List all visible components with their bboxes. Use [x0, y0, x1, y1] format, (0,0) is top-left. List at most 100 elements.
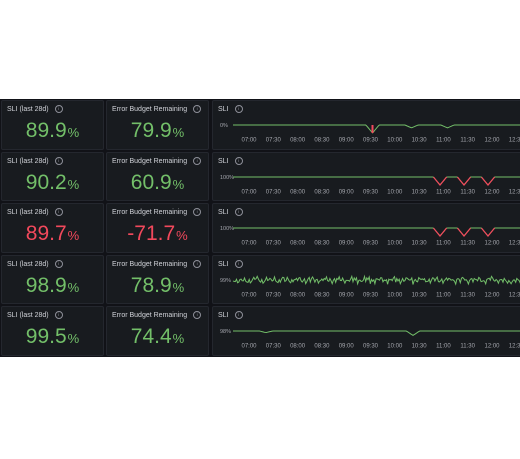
panel-title: SLI i [218, 208, 243, 217]
sli-stat-panel[interactable]: SLI (last 28d) i 89.9% [1, 100, 104, 150]
sli-series-line [232, 274, 520, 286]
stat-unit: % [67, 176, 80, 192]
stat-unit: % [172, 176, 185, 192]
x-tick-label: 12:00 [484, 189, 500, 195]
sli-timeseries-panel[interactable]: SLI i 99% 07:00 07:30 08:00 08:30 09:00 09:30 10:… [212, 254, 520, 305]
stat-number: -71.7 [127, 222, 176, 246]
x-tick-label: 11:30 [460, 344, 475, 350]
sli-timeseries-panel[interactable]: SLI i 100% 07:00 07:30 08:00 08:30 09:00 09:30 10… [212, 151, 520, 202]
panel-title-text: SLI (last 28d) [7, 209, 49, 217]
stat-number: 89.7 [25, 222, 67, 246]
x-tick-label: 10:00 [387, 344, 403, 350]
info-icon[interactable]: i [54, 156, 63, 165]
x-tick-label: 11:30 [460, 292, 475, 298]
x-tick-label: 11:00 [436, 344, 451, 350]
sli-series-line [233, 227, 520, 237]
budget-value: -71.7% [107, 221, 208, 249]
panel-title-text: Error Budget Remaining [112, 209, 188, 217]
x-tick-label: 12:00 [484, 292, 500, 298]
x-tick-label: 09:00 [339, 138, 355, 144]
slo-dashboard: SLI (last 28d) i 89.9% Error Budget Remaini… [0, 99, 520, 357]
sli-timeseries-panel[interactable]: SLI i 0% 07:00 07:30 08:00 08:30 09:00 09:30 10:0… [212, 100, 520, 150]
x-tick-label: 10:30 [412, 292, 428, 298]
info-icon[interactable]: i [234, 105, 243, 113]
sli-stat-panel[interactable]: SLI (last 28d) i 90.2% [1, 151, 104, 202]
x-tick-label: 08:30 [314, 189, 330, 195]
info-icon[interactable]: i [193, 105, 202, 113]
panel-title-text: SLI [218, 260, 229, 268]
info-icon[interactable]: i [193, 156, 202, 165]
x-tick-label: 09:00 [339, 241, 355, 247]
info-icon[interactable]: i [193, 208, 202, 217]
info-icon[interactable]: i [234, 311, 243, 320]
panel-title-text: SLI [218, 312, 229, 320]
info-icon[interactable]: i [234, 156, 243, 165]
panel-title-text: SLI (last 28d) [7, 312, 49, 320]
sli-stat-panel[interactable]: SLI (last 28d) i 98.9% [1, 254, 104, 305]
error-dip [456, 227, 472, 238]
x-tick-label: 12:00 [484, 138, 500, 144]
sli-timeseries-panel[interactable]: SLI i 98% 07:00 07:30 08:00 08:30 09:00 09:30 10:… [212, 306, 520, 356]
y-axis-label: 99% [220, 278, 231, 284]
info-icon[interactable]: i [193, 259, 202, 268]
y-axis-label: 0% [220, 123, 228, 129]
x-tick-label: 12:30 [509, 292, 520, 298]
budget-stat-panel[interactable]: Error Budget Remaining i 60.9% [106, 151, 209, 202]
panel-title: SLI i [218, 156, 243, 165]
x-tick-label: 07:30 [266, 189, 282, 195]
budget-stat-panel[interactable]: Error Budget Remaining i 74.4% [106, 306, 209, 356]
x-tick-label: 08:30 [314, 292, 330, 298]
panel-title-text: SLI [218, 105, 229, 113]
y-axis-label: 98% [220, 329, 231, 335]
panel-title: SLI (last 28d) i [7, 259, 63, 268]
panel-title-text: SLI [218, 209, 229, 217]
x-tick-label: 12:30 [509, 189, 520, 195]
panel-title: Error Budget Remaining i [112, 208, 202, 217]
x-tick-label: 07:00 [241, 189, 257, 195]
stat-number: 60.9 [130, 170, 172, 194]
panel-title: SLI (last 28d) i [7, 105, 63, 113]
sli-timeseries-chart: 100% 07:00 07:30 08:00 08:30 09:00 09:30 10:00 1… [220, 226, 520, 247]
panel-title: SLI (last 28d) i [7, 208, 63, 217]
info-icon[interactable]: i [54, 311, 63, 320]
sli-timeseries-panel[interactable]: SLI i 100% 07:00 07:30 08:00 08:30 09:00 09:30 10… [212, 203, 520, 253]
info-icon[interactable]: i [54, 208, 63, 217]
x-tick-label: 08:00 [290, 138, 306, 144]
sli-value: 89.9% [2, 118, 103, 146]
x-tick-label: 12:30 [509, 344, 520, 350]
stat-unit: % [172, 331, 185, 347]
panel-title: Error Budget Remaining i [112, 156, 202, 165]
x-tick-label: 10:00 [387, 241, 403, 247]
panel-title-text: SLI (last 28d) [7, 105, 49, 113]
panel-title-text: Error Budget Remaining [112, 260, 188, 268]
sli-stat-panel[interactable]: SLI (last 28d) i 99.5% [1, 306, 104, 356]
budget-stat-panel[interactable]: Error Budget Remaining i 79.9% [106, 100, 209, 150]
error-dip [480, 227, 496, 238]
panel-title: SLI (last 28d) i [7, 311, 63, 320]
x-tick-label: 08:30 [314, 138, 330, 144]
x-tick-label: 07:30 [266, 292, 282, 298]
stat-number: 74.4 [130, 325, 172, 349]
info-icon[interactable]: i [234, 259, 243, 268]
sli-value: 99.5% [2, 324, 103, 352]
stat-number: 98.9 [25, 273, 67, 297]
budget-stat-panel[interactable]: Error Budget Remaining i -71.7% [106, 203, 209, 253]
x-tick-label: 08:30 [314, 344, 330, 350]
budget-value: 60.9% [107, 170, 208, 198]
info-icon[interactable]: i [193, 311, 202, 320]
x-tick-label: 08:30 [314, 241, 330, 247]
sli-stat-panel[interactable]: SLI (last 28d) i 89.7% [1, 203, 104, 253]
x-tick-label: 08:00 [290, 344, 306, 350]
x-tick-label: 07:00 [241, 344, 257, 350]
sli-series-line [233, 330, 520, 337]
sli-timeseries-chart: 0% 07:00 07:30 08:00 08:30 09:00 09:30 10:00 10:… [220, 123, 520, 144]
info-icon[interactable]: i [54, 105, 63, 113]
info-icon[interactable]: i [234, 208, 243, 217]
error-dip [432, 176, 448, 186]
x-tick-label: 11:00 [436, 292, 451, 298]
budget-value: 79.9% [107, 118, 208, 146]
info-icon[interactable]: i [54, 259, 63, 268]
budget-stat-panel[interactable]: Error Budget Remaining i 78.9% [106, 254, 209, 305]
error-spike [371, 125, 374, 133]
stat-unit: % [176, 228, 188, 244]
